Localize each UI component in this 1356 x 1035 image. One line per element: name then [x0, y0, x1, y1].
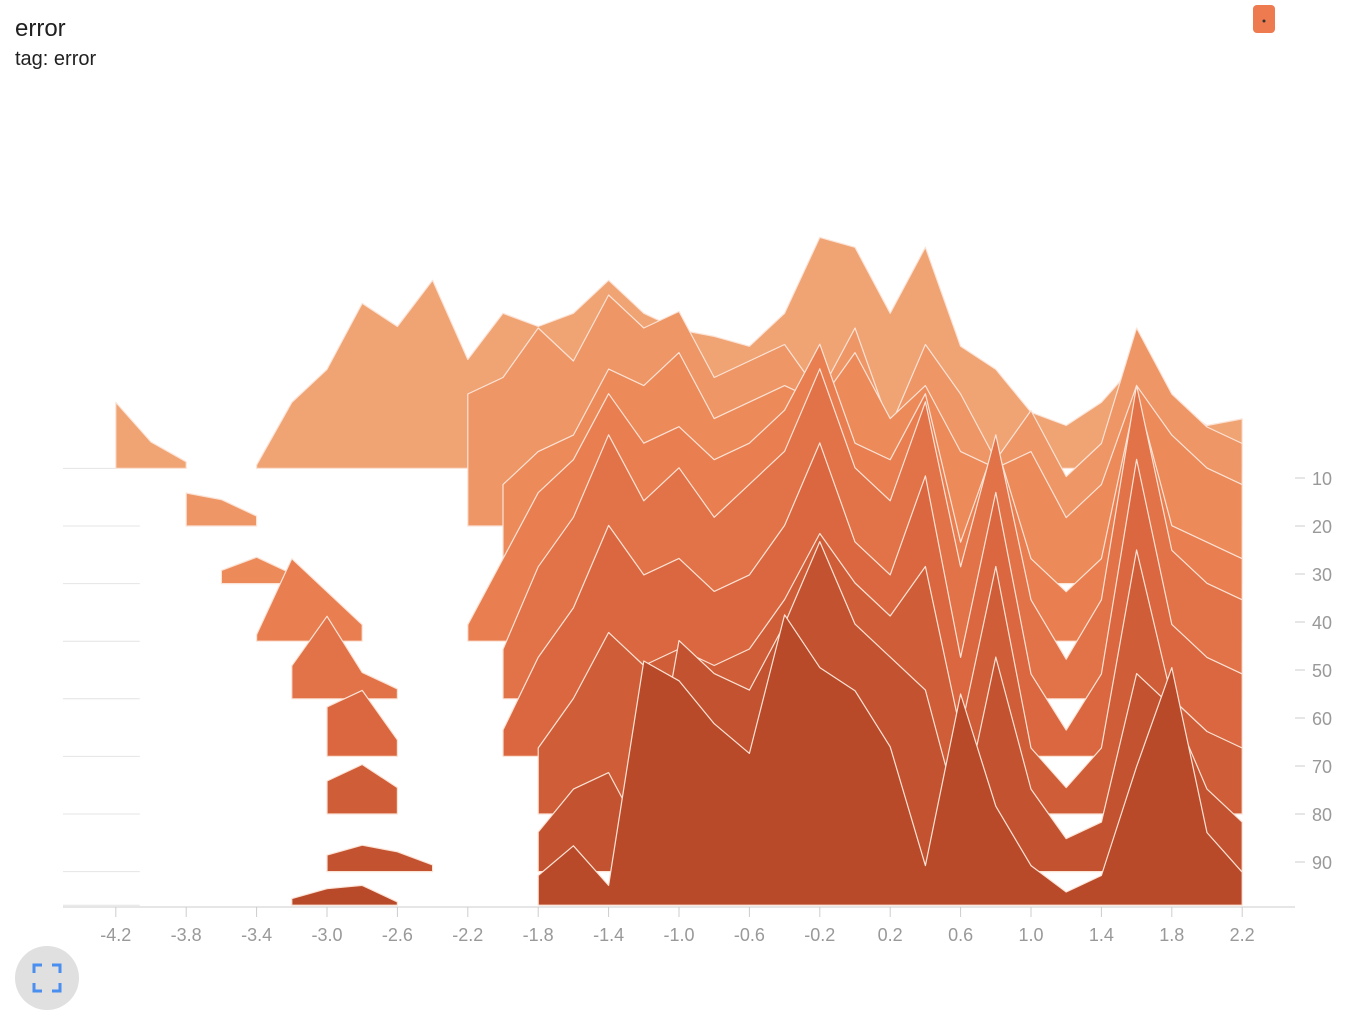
y-tick-label: 70 [1312, 757, 1332, 777]
x-tick-label: -0.6 [734, 925, 765, 945]
ridge [291, 884, 398, 906]
x-tick-label: 0.2 [878, 925, 903, 945]
y-tick-label: 60 [1312, 709, 1332, 729]
x-tick-label: -3.8 [171, 925, 202, 945]
ridge [115, 401, 187, 469]
x-tick-label: -3.0 [311, 925, 342, 945]
x-tick-label: 1.0 [1018, 925, 1043, 945]
y-tick-label: 80 [1312, 805, 1332, 825]
fullscreen-icon [32, 963, 62, 993]
y-tick-label: 40 [1312, 613, 1332, 633]
x-tick-label: -1.8 [523, 925, 554, 945]
x-tick-label: 1.8 [1159, 925, 1184, 945]
color-swatch[interactable] [1253, 5, 1275, 33]
tag-label: tag: error [15, 48, 96, 70]
ridge [326, 844, 434, 873]
ridge [256, 558, 363, 642]
plot: -4.2 -3.8 -3.4 -3.0 -2.6 -2.2 -1.8 -1.4 -1.0 -0.6… [63, 236, 1332, 945]
y-tick-label: 50 [1312, 661, 1332, 681]
y-tick-label: 20 [1312, 517, 1332, 537]
swatch-dot [1262, 19, 1266, 23]
x-tick-label: -2.6 [382, 925, 413, 945]
chart-title: error [15, 15, 66, 42]
ridge [220, 556, 293, 585]
y-tick-label: 10 [1312, 469, 1332, 489]
y-tick-label: 90 [1312, 853, 1332, 873]
ridge [326, 763, 398, 815]
x-tick-label: -1.0 [663, 925, 694, 945]
x-tick-label: -0.2 [804, 925, 835, 945]
x-tick-label: 0.6 [948, 925, 973, 945]
x-tick-label: 1.4 [1089, 925, 1114, 945]
x-tick-label: 2.2 [1230, 925, 1255, 945]
x-tick-label: -3.4 [241, 925, 272, 945]
ridge [185, 492, 258, 527]
ridge [326, 689, 398, 757]
y-tick-label: 30 [1312, 565, 1332, 585]
ridge [291, 615, 398, 700]
x-tick-label: -2.2 [452, 925, 483, 945]
ridge [537, 614, 1243, 906]
fullscreen-button[interactable] [15, 946, 79, 1010]
x-tick-label: -4.2 [100, 925, 131, 945]
x-tick-label: -1.4 [593, 925, 624, 945]
